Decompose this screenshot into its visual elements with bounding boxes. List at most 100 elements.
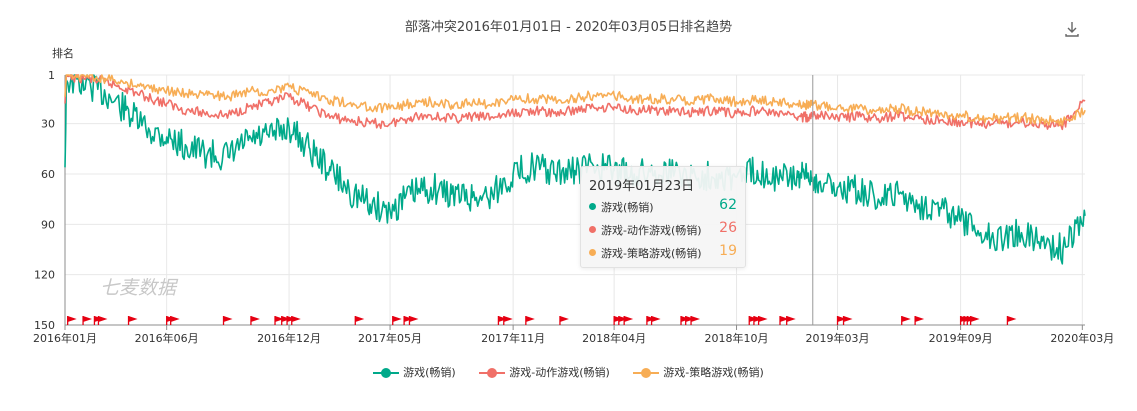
flag-icon — [503, 316, 513, 325]
flag-icon — [618, 316, 628, 325]
series-layer — [64, 74, 1086, 325]
flag-icon — [82, 316, 93, 325]
legend-item-strategy[interactable]: 游戏-策略游戏(畅销) — [633, 364, 764, 380]
x-tick-label: 2019年03月 — [806, 331, 870, 345]
legend-label: 游戏-动作游戏(畅销) — [509, 366, 610, 379]
x-tick-label: 2016年06月 — [135, 331, 199, 345]
flag-icon — [170, 316, 180, 325]
flag-banner — [559, 316, 569, 322]
flag-icon — [650, 316, 661, 325]
download-icon[interactable] — [1063, 20, 1081, 38]
flag-banner — [98, 316, 108, 322]
flag-banner — [685, 316, 695, 322]
x-tick-label: 2020年03月 — [1050, 331, 1114, 345]
x-tick-label: 2018年10月 — [705, 331, 769, 345]
flag-banner — [83, 316, 93, 322]
flag-icon — [901, 316, 911, 325]
flag-icon — [525, 316, 535, 325]
y-tick-label: 60 — [41, 168, 55, 181]
series-line-1 — [64, 74, 1086, 265]
y-tick-label: 150 — [34, 319, 55, 332]
flag-banner — [291, 316, 301, 322]
flag-banner — [250, 316, 260, 322]
flag-icon — [403, 316, 414, 325]
x-tick-label: 2016年01月 — [33, 331, 97, 345]
flag-icon — [67, 316, 77, 325]
flag-icon — [969, 316, 980, 325]
flag-icon — [690, 316, 701, 325]
series-line-3 — [64, 74, 1086, 127]
tooltip-dot — [589, 203, 596, 210]
flag-icon — [842, 316, 853, 325]
flag-banner — [624, 316, 634, 322]
tooltip-dot — [589, 249, 596, 256]
flag-icon — [291, 316, 301, 325]
flag-banner — [275, 316, 285, 322]
legend-item-action[interactable]: 游戏-动作游戏(畅销) — [479, 364, 610, 380]
y-axis-label: 排名 — [52, 46, 74, 60]
flag-banner — [392, 316, 402, 322]
tooltip-series-name: 游戏(畅销) — [601, 201, 654, 214]
watermark: 七麦数据 — [100, 277, 179, 299]
tooltip-dot — [589, 226, 596, 233]
flag-banner — [128, 316, 138, 322]
flag-icon — [97, 316, 108, 325]
legend-marker-icon — [479, 368, 506, 378]
tooltip-series-name: 游戏-动作游戏(畅销) — [601, 224, 702, 237]
flag-icon — [685, 316, 695, 325]
tooltip-value: 62 — [719, 197, 737, 213]
legend-marker-icon — [633, 368, 660, 378]
tooltip-series-name: 游戏-策略游戏(畅销) — [601, 247, 702, 260]
flag-banner — [525, 316, 535, 322]
flag-banner — [404, 316, 414, 322]
flag-icon — [392, 316, 402, 325]
legend: 游戏(畅销) 游戏-动作游戏(畅销) 游戏-策略游戏(畅销) — [0, 364, 1137, 380]
x-tick-label: 2017年05月 — [358, 331, 422, 345]
flag-banner — [970, 316, 980, 322]
flag-icon — [914, 316, 925, 325]
flag-banner — [281, 316, 291, 322]
flag-banner — [651, 316, 661, 322]
flag-banner — [170, 316, 180, 322]
y-tick-label: 1 — [48, 69, 55, 82]
tooltip: 2019年01月23日 游戏(畅销) 62 游戏-动作游戏(畅销) 26 游戏-… — [580, 166, 746, 268]
x-tick-label: 2016年12月 — [257, 331, 321, 345]
flag-banner — [915, 316, 925, 322]
tooltip-date: 2019年01月23日 — [589, 179, 695, 194]
flag-icon — [836, 316, 847, 325]
event-flags — [67, 316, 1017, 325]
flag-banner — [618, 316, 628, 322]
tooltip-value: 26 — [719, 220, 737, 236]
flag-banner — [67, 316, 77, 322]
legend-label: 游戏(畅销) — [403, 366, 456, 379]
x-tick-label: 2018年04月 — [582, 331, 646, 345]
flag-banner — [786, 316, 796, 322]
y-tick-label: 30 — [41, 118, 55, 131]
tooltip-row: 游戏(畅销) 62 — [589, 197, 739, 217]
flag-banner — [409, 316, 419, 322]
flag-banner — [780, 316, 790, 322]
tooltip-row: 游戏-策略游戏(畅销) 19 — [589, 243, 739, 263]
flag-icon — [757, 316, 768, 325]
flag-banner — [223, 316, 233, 322]
flag-banner — [355, 316, 365, 322]
legend-item-overall[interactable]: 游戏(畅销) — [373, 364, 456, 380]
flag-banner — [691, 316, 701, 322]
y-tick-label: 90 — [41, 218, 55, 231]
flag-banner — [498, 316, 508, 322]
flag-icon — [497, 316, 508, 325]
flag-banner — [1007, 316, 1017, 322]
chart-title: 部落冲突2016年01月01日 - 2020年03月05日排名趋势 — [404, 20, 733, 35]
series-line-2 — [64, 74, 1086, 131]
flag-icon — [354, 316, 365, 325]
flag-icon — [408, 316, 419, 325]
flag-icon — [559, 316, 569, 325]
x-tick-label: 2019年09月 — [929, 331, 993, 345]
flag-banner — [901, 316, 911, 322]
flag-icon — [786, 316, 796, 325]
tooltip-row: 游戏-动作游戏(畅销) 26 — [589, 220, 739, 240]
flag-banner — [503, 316, 513, 322]
legend-label: 游戏-策略游戏(畅销) — [663, 366, 764, 379]
